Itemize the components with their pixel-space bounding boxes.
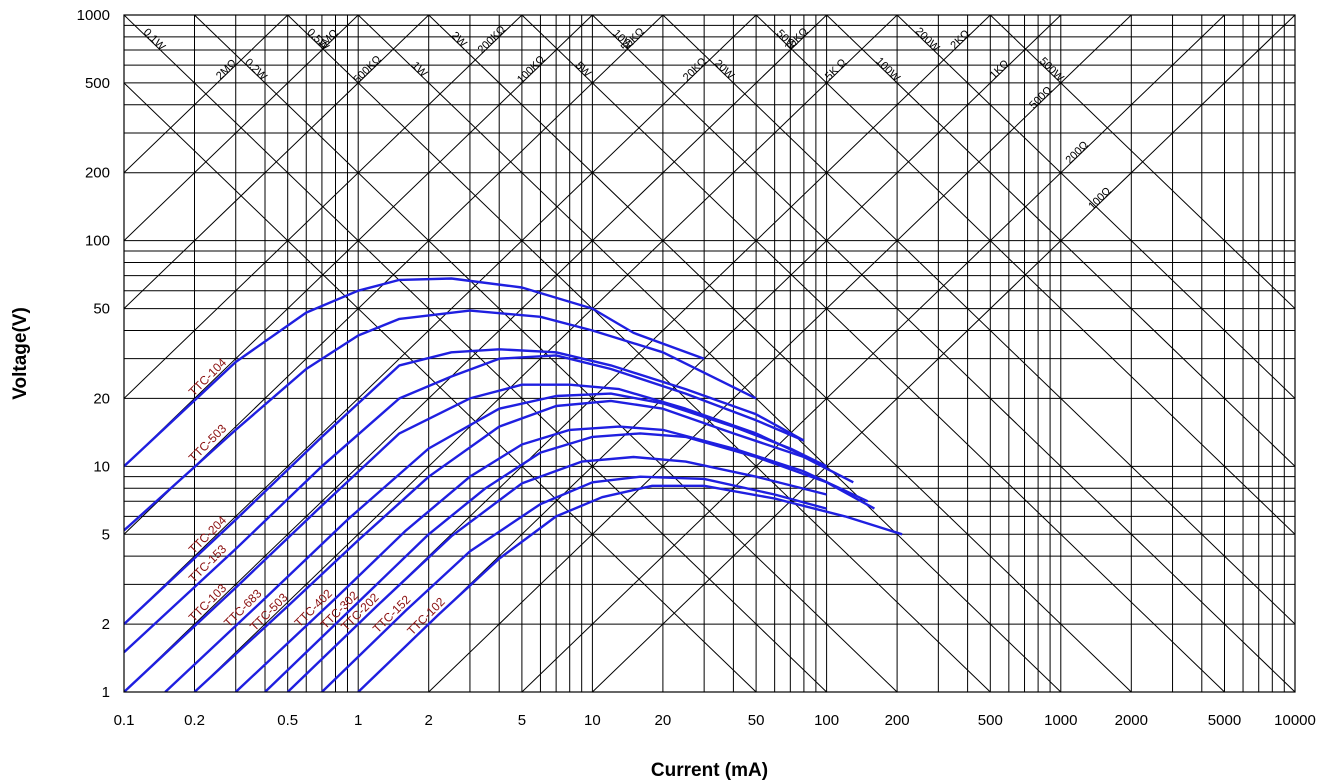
series-label: TTC-104 bbox=[186, 355, 230, 399]
series-curve bbox=[124, 348, 805, 625]
reference-lines bbox=[124, 15, 1295, 692]
series-curve bbox=[264, 432, 875, 692]
resistance-line bbox=[428, 15, 1132, 692]
series-curve bbox=[193, 399, 854, 692]
resistance-line-label: 2KΩ bbox=[948, 28, 972, 52]
y-tick-label: 100 bbox=[85, 233, 110, 250]
y-tick-label: 2 bbox=[102, 616, 110, 633]
series-curve bbox=[286, 455, 827, 692]
resistance-line-label: 200Ω bbox=[1064, 139, 1091, 166]
power-line-label: 500W bbox=[1037, 55, 1066, 84]
resistance-line bbox=[124, 15, 593, 468]
resistance-line-label: 200KΩ bbox=[476, 24, 508, 56]
x-tick-label: 1000 bbox=[1044, 712, 1077, 729]
power-line-label: 5W bbox=[573, 60, 594, 81]
resistance-line bbox=[124, 15, 664, 535]
series-curve bbox=[124, 277, 705, 468]
power-line bbox=[989, 15, 1295, 310]
x-tick-label: 200 bbox=[885, 712, 910, 729]
plot-frame bbox=[123, 14, 1296, 693]
resistance-line bbox=[124, 15, 523, 400]
y-tick-label: 10 bbox=[93, 458, 110, 475]
resistance-line-label: 100KΩ bbox=[515, 53, 547, 85]
power-line bbox=[826, 15, 1295, 468]
x-axis-title: Current (mA) bbox=[651, 760, 768, 781]
resistance-line-label: 500KΩ bbox=[351, 53, 383, 85]
series-curve bbox=[357, 484, 903, 692]
x-tick-label: 20 bbox=[655, 712, 672, 729]
resistance-line-label: 1KΩ bbox=[988, 58, 1012, 82]
power-line bbox=[896, 15, 1295, 400]
resistance-line bbox=[124, 15, 430, 310]
series-curve bbox=[124, 354, 805, 654]
y-tick-label: 1 bbox=[102, 684, 110, 701]
series-curve bbox=[321, 475, 827, 692]
x-tick-label: 2 bbox=[425, 712, 433, 729]
series-curve bbox=[124, 309, 757, 532]
x-tick-label: 5 bbox=[518, 712, 526, 729]
y-tick-label: 500 bbox=[85, 75, 110, 92]
power-line-label: 2W bbox=[449, 30, 470, 51]
series-curve bbox=[164, 392, 828, 692]
resistance-line-label: 100Ω bbox=[1086, 185, 1113, 212]
series-curve bbox=[124, 383, 828, 692]
x-tick-label: 0.2 bbox=[184, 712, 205, 729]
x-tick-label: 500 bbox=[978, 712, 1003, 729]
x-tick-label: 50 bbox=[748, 712, 765, 729]
y-tick-label: 200 bbox=[85, 165, 110, 182]
x-tick-label: 10 bbox=[584, 712, 601, 729]
resistance-line bbox=[592, 15, 1295, 692]
power-line-label: 1W bbox=[409, 60, 430, 81]
x-tick-label: 0.1 bbox=[114, 712, 135, 729]
resistance-line bbox=[124, 15, 289, 174]
grid bbox=[123, 15, 1295, 693]
y-tick-label: 1000 bbox=[77, 7, 110, 24]
x-tick-label: 1 bbox=[354, 712, 362, 729]
resistance-line bbox=[194, 15, 898, 692]
resistance-line bbox=[124, 15, 359, 242]
series-label: TTC-503 bbox=[186, 421, 230, 465]
x-tick-label: 100 bbox=[814, 712, 839, 729]
resistance-line bbox=[521, 15, 1225, 692]
x-tick-label: 10000 bbox=[1274, 712, 1316, 729]
series-labels: TTC-104TTC-503TTC-204TTC-153TTC-103TTC-6… bbox=[186, 355, 448, 638]
tick-labels: 0.1 0.2 0.5 1 2 5 10 20 50 100 200 500 1000 2000 5000 1… bbox=[77, 7, 1316, 729]
power-line bbox=[755, 15, 1295, 535]
x-tick-label: 2000 bbox=[1115, 712, 1148, 729]
resistance-line-label: 20KΩ bbox=[681, 56, 709, 84]
series-curves bbox=[124, 277, 903, 692]
power-line-label: 100W bbox=[873, 55, 902, 84]
resistance-line-label: 1MΩ bbox=[316, 27, 341, 52]
x-tick-label: 0.5 bbox=[277, 712, 298, 729]
x-tick-label: 5000 bbox=[1208, 712, 1241, 729]
y-tick-label: 5 bbox=[102, 526, 110, 543]
y-tick-label: 20 bbox=[93, 390, 110, 407]
power-line bbox=[662, 15, 1295, 625]
resistance-line bbox=[124, 15, 827, 692]
y-tick-label: 50 bbox=[93, 301, 110, 318]
y-axis-title: Voltage(V) bbox=[10, 307, 31, 400]
